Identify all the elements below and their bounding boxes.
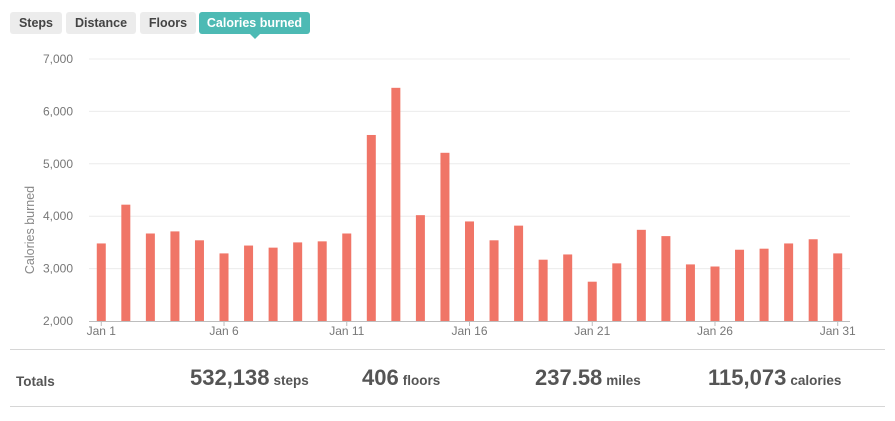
bar-jan-20[interactable] <box>563 254 573 321</box>
totals-top-divider <box>10 349 885 350</box>
total-steps-value: 532,138 <box>190 365 270 390</box>
x-tick-label: Jan 1 <box>87 324 117 338</box>
total-miles-unit: miles <box>606 373 641 388</box>
total-floors-value: 406 <box>362 365 399 390</box>
x-axis-ticks: Jan 1 Jan 6 Jan 11 Jan 16 Jan 21 Jan 26 Jan 31 <box>87 321 856 338</box>
total-floors: 406 floors <box>362 365 440 391</box>
tab-floors[interactable]: Floors <box>140 12 196 34</box>
total-steps-unit: steps <box>273 373 309 388</box>
bar-jan-3[interactable] <box>145 233 155 321</box>
chart-gridlines <box>89 58 850 322</box>
totals-bottom-divider <box>10 406 885 407</box>
bar-jan-28[interactable] <box>759 248 769 321</box>
bar-jan-6[interactable] <box>219 253 229 321</box>
bar-jan-13[interactable] <box>391 87 401 321</box>
total-calories: 115,073 calories <box>708 365 841 391</box>
total-floors-unit: floors <box>402 373 441 388</box>
bar-jan-12[interactable] <box>366 134 376 321</box>
bar-jan-7[interactable] <box>244 245 254 321</box>
y-tick-label: 7,000 <box>43 52 73 66</box>
bar-jan-29[interactable] <box>784 243 794 321</box>
bar-jan-8[interactable] <box>268 247 278 321</box>
y-tick-label: 5,000 <box>43 157 73 171</box>
bar-jan-9[interactable] <box>293 242 303 321</box>
bar-jan-1[interactable] <box>96 243 106 321</box>
active-tab-caret <box>249 34 260 39</box>
bar-jan-26[interactable] <box>710 266 720 321</box>
bar-jan-5[interactable] <box>194 240 204 321</box>
total-steps: 532,138 steps <box>190 365 309 391</box>
total-miles: 237.58 miles <box>535 365 641 391</box>
tab-calories-burned-label: Calories burned <box>206 16 303 30</box>
x-tick-label: Jan 31 <box>820 324 856 338</box>
y-tick-label: 4,000 <box>43 209 73 223</box>
bar-jan-21[interactable] <box>587 281 597 321</box>
bar-jan-19[interactable] <box>538 259 548 321</box>
total-calories-unit: calories <box>790 373 842 388</box>
total-miles-value: 237.58 <box>535 365 603 390</box>
bar-jan-2[interactable] <box>121 204 131 321</box>
total-calories-value: 115,073 <box>708 365 787 390</box>
bar-jan-16[interactable] <box>465 221 474 321</box>
bar-jan-10[interactable] <box>317 241 327 321</box>
chart-bars <box>96 87 843 321</box>
x-tick-label: Jan 6 <box>209 324 239 338</box>
y-axis-ticks: 2,000 3,000 4,000 5,000 6,000 7,000 <box>43 52 73 328</box>
bar-jan-24[interactable] <box>661 236 671 321</box>
bar-jan-11[interactable] <box>342 233 352 321</box>
bar-jan-30[interactable] <box>808 239 818 321</box>
bar-jan-25[interactable] <box>685 264 695 321</box>
bar-jan-17[interactable] <box>489 240 499 321</box>
y-tick-label: 6,000 <box>43 104 73 118</box>
bar-jan-27[interactable] <box>735 249 745 321</box>
y-tick-label: 2,000 <box>43 314 73 328</box>
bar-jan-31[interactable] <box>833 253 843 321</box>
tab-calories-burned[interactable]: Calories burned <box>199 12 310 39</box>
bar-jan-18[interactable] <box>514 225 524 321</box>
tab-steps[interactable]: Steps <box>10 12 62 34</box>
y-axis-label: Calories burned <box>23 186 37 274</box>
tab-distance[interactable]: Distance <box>66 12 136 34</box>
x-tick-label: Jan 16 <box>451 324 487 338</box>
totals-row: Totals 532,138 steps 406 floors 237.58 mile… <box>0 350 895 406</box>
bar-jan-14[interactable] <box>415 215 425 321</box>
y-tick-label: 3,000 <box>43 262 73 276</box>
x-tick-label: Jan 11 <box>329 324 364 338</box>
totals-label: Totals <box>16 374 55 389</box>
bar-jan-22[interactable] <box>612 263 622 321</box>
bar-jan-4[interactable] <box>170 231 180 321</box>
bar-jan-15[interactable] <box>440 152 450 321</box>
x-tick-label: Jan 21 <box>574 324 610 338</box>
bar-jan-23[interactable] <box>636 229 646 321</box>
x-tick-label: Jan 26 <box>697 324 733 338</box>
